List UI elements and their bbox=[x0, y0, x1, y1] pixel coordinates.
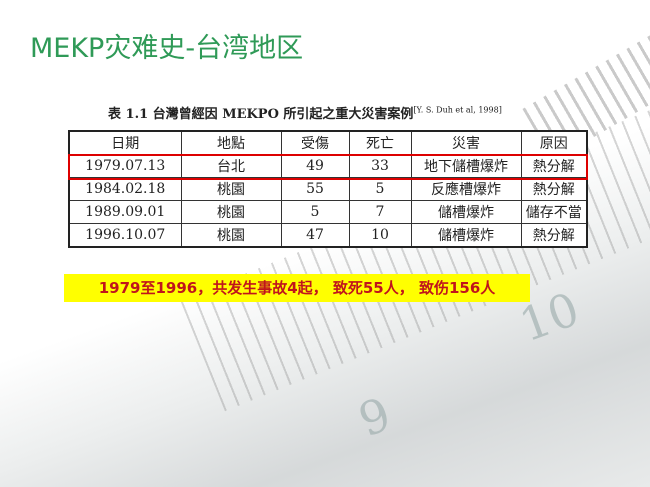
table-caption: 表 1.1 台灣曾經因 MEKPO 所引起之重大災害案例[Y. S. Duh e… bbox=[108, 103, 502, 122]
table-cell: 1984.02.18 bbox=[68, 177, 182, 201]
caption-text: 表 1.1 台灣曾經因 MEKPO 所引起之重大災害案例 bbox=[108, 107, 414, 122]
table-cell: 桃園 bbox=[180, 200, 282, 224]
table-cell: 1989.09.01 bbox=[68, 200, 182, 224]
table-cell: 10 bbox=[348, 223, 412, 248]
citation: [Y. S. Duh et al, 1998] bbox=[413, 105, 502, 115]
table-cell: 日期 bbox=[68, 130, 182, 155]
highlight-box bbox=[68, 154, 588, 180]
table-cell: 47 bbox=[280, 223, 350, 248]
table-cell: 桃園 bbox=[180, 177, 282, 201]
table-row: 1996.10.07 桃園 47 10 儲槽爆炸 熱分解 bbox=[68, 223, 588, 248]
table-cell: 5 bbox=[280, 200, 350, 224]
table-cell: 地下儲槽爆炸 bbox=[410, 154, 522, 178]
table-cell: 儲槽爆炸 bbox=[410, 223, 522, 248]
table-cell: 49 bbox=[280, 154, 350, 178]
table-cell: 桃園 bbox=[180, 223, 282, 248]
table-cell: 儲槽爆炸 bbox=[410, 200, 522, 224]
table-cell: 熱分解 bbox=[520, 177, 588, 201]
table-cell: 地點 bbox=[180, 130, 282, 155]
table-cell: 5 bbox=[348, 177, 412, 201]
slide-title: MEKP灾难史-台湾地区 bbox=[30, 33, 304, 64]
table-cell: 受傷 bbox=[280, 130, 350, 155]
table-cell: 災害 bbox=[410, 130, 522, 155]
table-cell: 熱分解 bbox=[520, 223, 588, 248]
table-cell: 熱分解 bbox=[520, 154, 588, 178]
summary-banner: 1979至1996，共发生事故4起， 致死55人， 致伤156人 bbox=[64, 274, 530, 302]
table-cell: 儲存不當 bbox=[520, 200, 588, 224]
table-row: 1989.09.01 桃園 5 7 儲槽爆炸 儲存不當 bbox=[68, 200, 588, 224]
table-cell: 7 bbox=[348, 200, 412, 224]
table-cell: 原因 bbox=[520, 130, 588, 155]
table-cell: 1996.10.07 bbox=[68, 223, 182, 248]
table-cell: 55 bbox=[280, 177, 350, 201]
table-row: 1979.07.13 台北 49 33 地下儲槽爆炸 熱分解 bbox=[68, 154, 588, 178]
table-row: 1984.02.18 桃園 55 5 反應槽爆炸 熱分解 bbox=[68, 177, 588, 201]
disaster-table: 日期 地點 受傷 死亡 災害 原因 1979.07.13 台北 49 33 地下儲槽爆炸 熱分解 198… bbox=[68, 130, 588, 248]
table-cell: 死亡 bbox=[348, 130, 412, 155]
table-cell: 反應槽爆炸 bbox=[410, 177, 522, 201]
table-header-row: 日期 地點 受傷 死亡 災害 原因 bbox=[68, 130, 588, 155]
